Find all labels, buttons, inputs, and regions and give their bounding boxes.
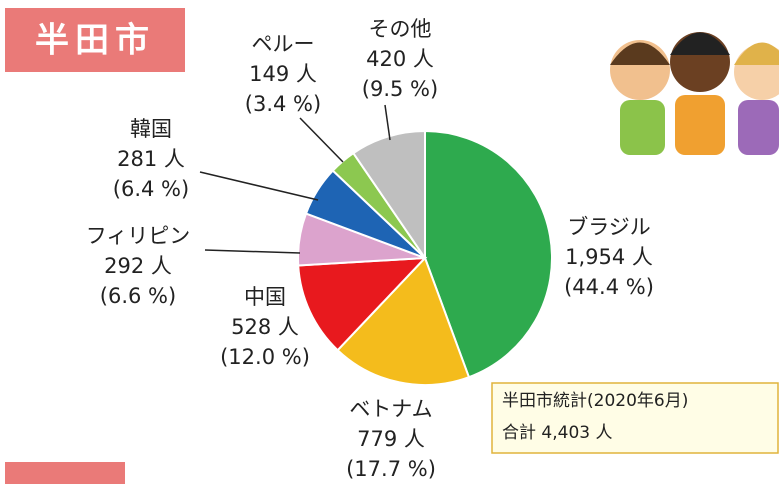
section-box [5,462,125,484]
value-label: 420 人 [366,47,434,71]
percent-label: (44.4 %) [564,275,654,299]
slice-label: ブラジル [567,215,651,239]
slice-label: 韓国 [130,117,172,141]
value-label: 292 人 [104,254,172,278]
leader-lines [199,104,391,254]
slice-label: フィリピン [86,224,191,248]
slice-label: 中国 [244,285,286,309]
value-label: 528 人 [231,315,299,339]
illustration [610,30,779,165]
percent-label: (3.4 %) [245,92,321,116]
percent-label: (9.5 %) [362,77,438,101]
slice-label: ペルー [252,32,315,56]
percent-label: (6.4 %) [113,177,189,201]
note-box [491,382,779,454]
slice-label: その他 [369,17,432,41]
title-box [5,8,185,72]
value-label: 779 人 [357,427,425,451]
chart-title: 半田市 [35,21,155,61]
value-label: 281 人 [117,147,185,171]
percent-label: (17.7 %) [346,457,436,481]
pie-slice [351,129,426,262]
value-label: 1,954 人 [565,245,653,269]
slice-label: ベトナム [349,397,432,421]
note: 半田市統計(2020年6月) [502,391,688,411]
pie-slice [424,129,553,379]
value-label: 149 人 [249,62,317,86]
note: 合計 4,403 人 [502,423,612,443]
percent-label: (12.0 %) [220,345,310,369]
percent-label: (6.6 %) [100,284,176,308]
pie-slice [297,256,428,352]
pie-slice [336,256,471,386]
